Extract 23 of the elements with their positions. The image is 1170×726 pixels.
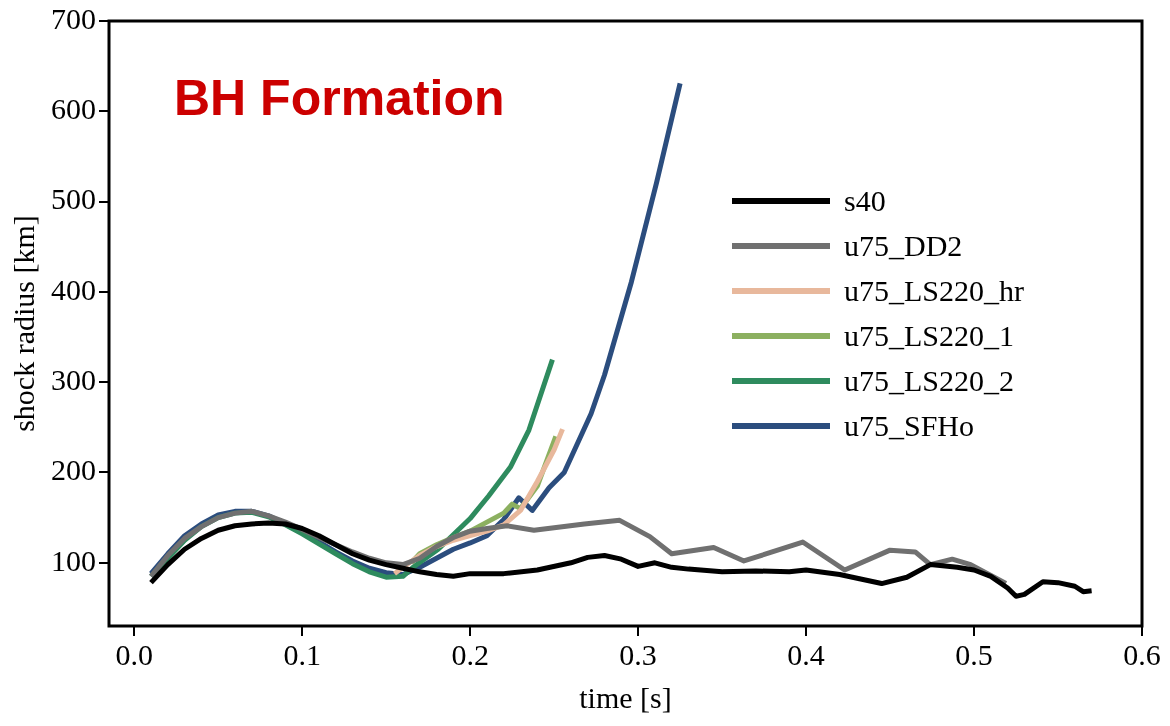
y-tick-label: 600 — [51, 92, 96, 126]
legend-label: u75_LS220_hr — [844, 273, 1025, 307]
y-axis-title: shock radius [km] — [6, 215, 40, 432]
legend-label: u75_LS220_1 — [844, 318, 1015, 352]
y-tick-label: 700 — [51, 1, 96, 35]
annotation: BH Formation — [174, 69, 505, 126]
y-tick-label: 200 — [51, 453, 96, 487]
legend-label: s40 — [844, 183, 886, 217]
x-tick-label: 0.4 — [787, 637, 825, 671]
x-tick-label: 0.1 — [283, 637, 321, 671]
x-tick-label: 0.0 — [115, 637, 153, 671]
legend-label: u75_DD2 — [844, 228, 963, 262]
legend-label: u75_LS220_2 — [844, 363, 1015, 397]
legend-label: u75_SFHo — [844, 408, 975, 442]
x-tick-label: 0.2 — [451, 637, 489, 671]
x-tick-label: 0.6 — [1123, 637, 1161, 671]
y-tick-label: 400 — [51, 272, 96, 306]
x-tick-label: 0.3 — [619, 637, 657, 671]
x-tick-label: 0.5 — [955, 637, 993, 671]
y-tick-label: 300 — [51, 363, 96, 397]
y-tick-label: 100 — [51, 543, 96, 577]
x-axis-title: time [s] — [579, 680, 672, 714]
y-tick-label: 500 — [51, 182, 96, 216]
